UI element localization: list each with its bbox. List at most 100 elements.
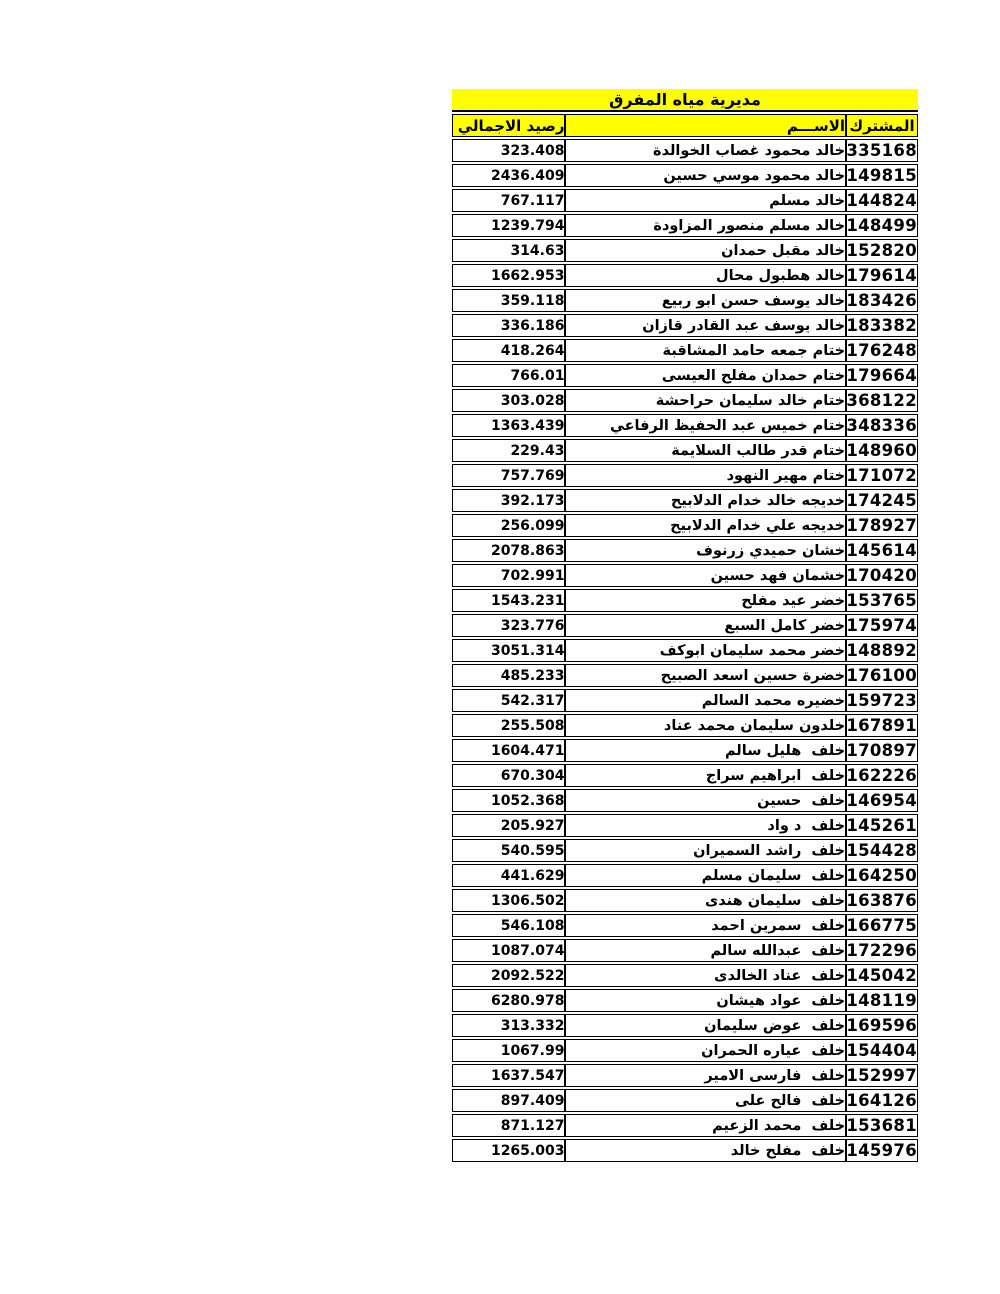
header-row: المشترك الاســـم رصيد الاجمالي (452, 114, 918, 137)
balance-cell: 418.264 (452, 339, 566, 362)
subscriber-cell: 148892 (846, 639, 918, 662)
balance-cell: 1052.368 (452, 789, 566, 812)
table-row: 163876 خلف سليمان هندى 1306.502 (452, 889, 918, 912)
table-row: 170420 خشمان فهد حسين 702.991 (452, 564, 918, 587)
balance-cell: 229.43 (452, 439, 566, 462)
table-row: 144824 خالد مسلم 767.117 (452, 189, 918, 212)
balance-cell: 542.317 (452, 689, 566, 712)
table-row: 145261 خلف د واد 205.927 (452, 814, 918, 837)
subscriber-cell: 176248 (846, 339, 918, 362)
table-row: 145042 خلف عناد الخالدى 2092.522 (452, 964, 918, 987)
name-cell: خلف عناد الخالدى (565, 964, 847, 987)
subscriber-cell: 167891 (846, 714, 918, 737)
name-cell: خلف هليل سالم (565, 739, 847, 762)
table-row: 152997 خلف فارسى الامير 1637.547 (452, 1064, 918, 1087)
name-cell: خلف عواد هيشان (565, 989, 847, 1012)
table-row: 153765 خضر عيد مفلح 1543.231 (452, 589, 918, 612)
name-cell: خضر عيد مفلح (565, 589, 847, 612)
subscriber-cell: 175974 (846, 614, 918, 637)
balance-cell: 313.332 (452, 1014, 566, 1037)
name-cell: خلف ابراهيم سراج (565, 764, 847, 787)
balance-cell: 1662.953 (452, 264, 566, 287)
name-cell: خديجه خالد خدام الدلابيح (565, 489, 847, 512)
subscriber-cell: 183426 (846, 289, 918, 312)
table-row: 149815 خالد محمود موسي حسين 2436.409 (452, 164, 918, 187)
subscriber-cell: 145614 (846, 539, 918, 562)
table-row: 176100 خضرة حسين اسعد الصبيح 485.233 (452, 664, 918, 687)
table-row: 178927 خديجه علي خدام الدلابيح 256.099 (452, 514, 918, 537)
name-cell: خلف عياره الحمران (565, 1039, 847, 1062)
table-row: 368122 ختام خالد سليمان حراحشة 303.028 (452, 389, 918, 412)
name-cell: خالد يوسف حسن ابو ربيع (565, 289, 847, 312)
table-row: 179614 خالد هطبول محال 1662.953 (452, 264, 918, 287)
subscriber-cell: 144824 (846, 189, 918, 212)
balance-cell: 766.01 (452, 364, 566, 387)
balance-cell: 757.769 (452, 464, 566, 487)
name-cell: خضر محمد سليمان ابوكف (565, 639, 847, 662)
name-cell: خلف سليمان مسلم (565, 864, 847, 887)
balance-cell: 6280.978 (452, 989, 566, 1012)
table-row: 145976 خلف مفلح خالد 1265.003 (452, 1139, 918, 1162)
subscriber-cell: 170420 (846, 564, 918, 587)
balance-cell: 540.595 (452, 839, 566, 862)
subscriber-cell: 152997 (846, 1064, 918, 1087)
table-row: 164126 خلف فالح على 897.409 (452, 1089, 918, 1112)
balance-cell: 205.927 (452, 814, 566, 837)
balance-cell: 897.409 (452, 1089, 566, 1112)
table-row: 179664 ختام حمدان مفلح العيسى 766.01 (452, 364, 918, 387)
balance-cell: 441.629 (452, 864, 566, 887)
subscriber-cell: 148119 (846, 989, 918, 1012)
table-row: 172296 خلف عبدالله سالم 1087.074 (452, 939, 918, 962)
subscriber-cell: 164250 (846, 864, 918, 887)
subscriber-cell: 146954 (846, 789, 918, 812)
table-row: 174245 خديجه خالد خدام الدلابيح 392.173 (452, 489, 918, 512)
name-cell: خلف سمرين احمد (565, 914, 847, 937)
subscriber-cell: 164126 (846, 1089, 918, 1112)
subscriber-cell: 163876 (846, 889, 918, 912)
subscriber-cell: 145261 (846, 814, 918, 837)
subscriber-cell: 179664 (846, 364, 918, 387)
name-cell: خلف سليمان هندى (565, 889, 847, 912)
subscribers-balance-table: المشترك الاســـم رصيد الاجمالي 335168 خا… (452, 112, 918, 1164)
column-header-subscriber: المشترك (846, 114, 918, 137)
balance-cell: 3051.314 (452, 639, 566, 662)
balance-cell: 1543.231 (452, 589, 566, 612)
name-cell: ختام خالد سليمان حراحشة (565, 389, 847, 412)
balance-cell: 323.776 (452, 614, 566, 637)
name-cell: خشان حميدي زرنوف (565, 539, 847, 562)
name-cell: خالد محمود غصاب الخوالدة (565, 139, 847, 162)
name-cell: خلف مفلح خالد (565, 1139, 847, 1162)
name-cell: خلف فارسى الامير (565, 1064, 847, 1087)
table-row: 183426 خالد يوسف حسن ابو ربيع 359.118 (452, 289, 918, 312)
subscriber-cell: 154404 (846, 1039, 918, 1062)
table-row: 167891 خلدون سليمان محمد عناد 255.508 (452, 714, 918, 737)
subscriber-cell: 148960 (846, 439, 918, 462)
subscriber-cell: 179614 (846, 264, 918, 287)
balance-cell: 702.991 (452, 564, 566, 587)
balance-cell: 1067.99 (452, 1039, 566, 1062)
subscriber-cell: 183382 (846, 314, 918, 337)
subscriber-cell: 171072 (846, 464, 918, 487)
balance-cell: 1306.502 (452, 889, 566, 912)
balance-cell: 303.028 (452, 389, 566, 412)
name-cell: خلف د واد (565, 814, 847, 837)
name-cell: خالد هطبول محال (565, 264, 847, 287)
balance-cell: 1087.074 (452, 939, 566, 962)
subscriber-cell: 178927 (846, 514, 918, 537)
table-row: 162226 خلف ابراهيم سراج 670.304 (452, 764, 918, 787)
name-cell: ختام مهير النهود (565, 464, 847, 487)
balance-cell: 323.408 (452, 139, 566, 162)
subscriber-cell: 368122 (846, 389, 918, 412)
table-row: 183382 خالد يوسف عبد القادر قازان 336.18… (452, 314, 918, 337)
water-directorate-table: مديرية مياه المفرق المشترك الاســـم رصيد… (452, 89, 918, 1164)
subscriber-cell: 166775 (846, 914, 918, 937)
balance-cell: 871.127 (452, 1114, 566, 1137)
name-cell: خلف عبدالله سالم (565, 939, 847, 962)
table-row: 176248 ختام جمعه حامد المشاقبة 418.264 (452, 339, 918, 362)
name-cell: خالد مسلم (565, 189, 847, 212)
table-row: 148499 خالد مسلم منصور المزاودة 1239.794 (452, 214, 918, 237)
name-cell: ختام حمدان مفلح العيسى (565, 364, 847, 387)
table-header: المشترك الاســـم رصيد الاجمالي (452, 114, 918, 137)
name-cell: خلف راشد السميران (565, 839, 847, 862)
